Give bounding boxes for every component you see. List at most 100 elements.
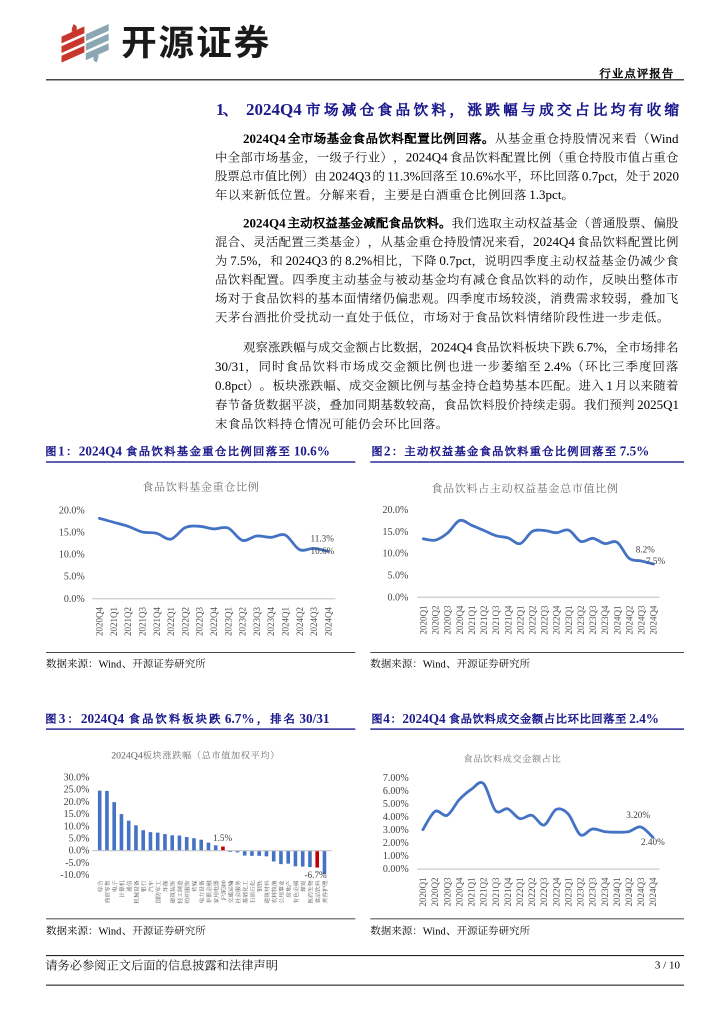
svg-text:2022Q2: 2022Q2 [527,878,537,907]
svg-text:2021Q4: 2021Q4 [152,607,162,636]
svg-text:2024Q3: 2024Q3 [637,605,647,634]
svg-text:10.0%: 10.0% [383,549,409,560]
svg-text:2022Q1: 2022Q1 [166,607,176,636]
svg-text:2020Q1: 2020Q1 [419,606,429,635]
svg-text:6.7%: 6.7% [225,711,255,726]
svg-text:2.4%: 2.4% [544,359,571,374]
svg-text:7.00%: 7.00% [383,773,409,784]
svg-text:15.0%: 15.0% [383,527,409,538]
svg-text:2024Q4: 2024Q4 [243,131,286,146]
svg-text:15.0%: 15.0% [64,809,90,820]
svg-text:2022Q4: 2022Q4 [209,607,219,636]
svg-text:2024Q2: 2024Q2 [295,607,305,636]
svg-text:2024Q4: 2024Q4 [402,711,446,726]
svg-text:4.00%: 4.00% [383,812,409,823]
svg-text:2022Q3: 2022Q3 [540,605,550,634]
svg-text:2: 2 [384,443,391,458]
svg-text:2021Q1: 2021Q1 [467,606,477,635]
svg-text:2020: 2020 [653,168,679,183]
svg-text:2023Q2: 2023Q2 [576,878,586,907]
svg-text:2021Q2: 2021Q2 [479,878,489,907]
svg-text:2024Q2: 2024Q2 [624,606,634,635]
svg-text:10.0%: 10.0% [59,550,85,561]
svg-text:5.0%: 5.0% [64,572,85,583]
svg-text:2024Q1: 2024Q1 [281,607,291,636]
svg-text:7.5%: 7.5% [646,556,665,566]
svg-text:2021Q3: 2021Q3 [491,877,501,906]
svg-text:2021Q1: 2021Q1 [109,607,119,636]
svg-text:0.0%: 0.0% [69,846,90,857]
svg-text:3 / 10: 3 / 10 [655,960,681,972]
svg-text:7.5%: 7.5% [620,443,650,458]
svg-text:2022Q2: 2022Q2 [180,607,190,636]
svg-text:2.4%: 2.4% [629,711,659,726]
svg-text:0: 0 [222,883,228,886]
svg-text:2024Q4: 2024Q4 [81,711,125,726]
svg-text:2023Q3: 2023Q3 [588,605,598,634]
svg-text:2022Q2: 2022Q2 [528,606,538,635]
svg-text:2021Q2: 2021Q2 [479,606,489,635]
svg-text:10.6%: 10.6% [311,546,335,556]
svg-text:2024Q4: 2024Q4 [533,234,575,249]
svg-text:2022Q4: 2022Q4 [551,877,561,906]
svg-text:0: 0 [222,880,228,883]
svg-text:2020Q4: 2020Q4 [95,607,105,636]
svg-text:2020Q1: 2020Q1 [418,878,428,907]
svg-text:2024Q4: 2024Q4 [648,877,658,906]
svg-text:4: 4 [383,711,390,726]
svg-text:30/31: 30/31 [215,359,245,374]
svg-text:20.0%: 20.0% [383,505,409,516]
svg-text:3: 3 [59,711,66,726]
svg-text:2024Q3: 2024Q3 [286,253,328,268]
svg-text:2021Q1: 2021Q1 [467,878,477,907]
svg-text:0.8pct: 0.8pct [215,378,248,393]
svg-text:20.0%: 20.0% [64,797,90,808]
svg-text:2023Q4: 2023Q4 [600,877,610,906]
svg-text:2023Q1: 2023Q1 [564,606,574,635]
svg-text:7.5%: 7.5% [230,253,257,268]
svg-text:2023Q4: 2023Q4 [600,605,610,634]
svg-text:2023Q2: 2023Q2 [238,607,248,636]
svg-text:2022Q3: 2022Q3 [539,877,549,906]
svg-text:2020Q2: 2020Q2 [431,606,441,635]
svg-text:6.00%: 6.00% [383,786,409,797]
svg-text:2024Q3: 2024Q3 [329,168,371,183]
svg-text:8.2%: 8.2% [636,545,655,555]
svg-text:Wind: Wind [650,131,679,146]
svg-text:1.3pct: 1.3pct [529,187,562,202]
svg-text:11.3%: 11.3% [387,168,420,183]
svg-text:2024Q4: 2024Q4 [323,607,333,636]
svg-text:25.0%: 25.0% [64,785,90,796]
svg-text:2022Q1: 2022Q1 [515,878,525,907]
svg-text:2024Q4: 2024Q4 [431,340,473,355]
svg-text:2024Q4: 2024Q4 [406,150,448,165]
svg-text:2024Q2: 2024Q2 [624,878,634,907]
svg-text:3: 3 [222,886,228,889]
svg-text:30.0%: 30.0% [64,773,90,784]
svg-text:2024Q1: 2024Q1 [612,606,622,635]
svg-text:6.7%: 6.7% [577,340,604,355]
svg-text:2020Q3: 2020Q3 [443,605,453,634]
svg-text:1.00%: 1.00% [383,851,409,862]
svg-text:2025Q1: 2025Q1 [637,397,679,412]
svg-text:2020Q4: 2020Q4 [455,605,465,634]
svg-text:2023Q3: 2023Q3 [252,607,262,636]
svg-text:2021Q3: 2021Q3 [491,605,501,634]
svg-text:2021Q3: 2021Q3 [138,607,148,636]
svg-text:0.00%: 0.00% [383,864,409,875]
svg-text:0.7pct: 0.7pct [439,253,472,268]
svg-text:2020Q4: 2020Q4 [454,877,464,906]
svg-text:0.0%: 0.0% [64,594,85,605]
svg-text:15.0%: 15.0% [59,528,85,539]
svg-text:2.40%: 2.40% [641,837,665,847]
svg-text:2022Q3: 2022Q3 [195,607,205,636]
svg-text:2023Q1: 2023Q1 [223,607,233,636]
svg-text:11.3%: 11.3% [311,534,335,544]
svg-text:Wind: Wind [423,926,447,937]
svg-text:5.00%: 5.00% [383,799,409,810]
svg-text:-10.0%: -10.0% [60,870,89,881]
svg-text:30/31: 30/31 [299,711,329,726]
svg-text:2023Q2: 2023Q2 [576,606,586,635]
svg-text:2023Q3: 2023Q3 [588,877,598,906]
svg-text:3.20%: 3.20% [626,810,650,820]
